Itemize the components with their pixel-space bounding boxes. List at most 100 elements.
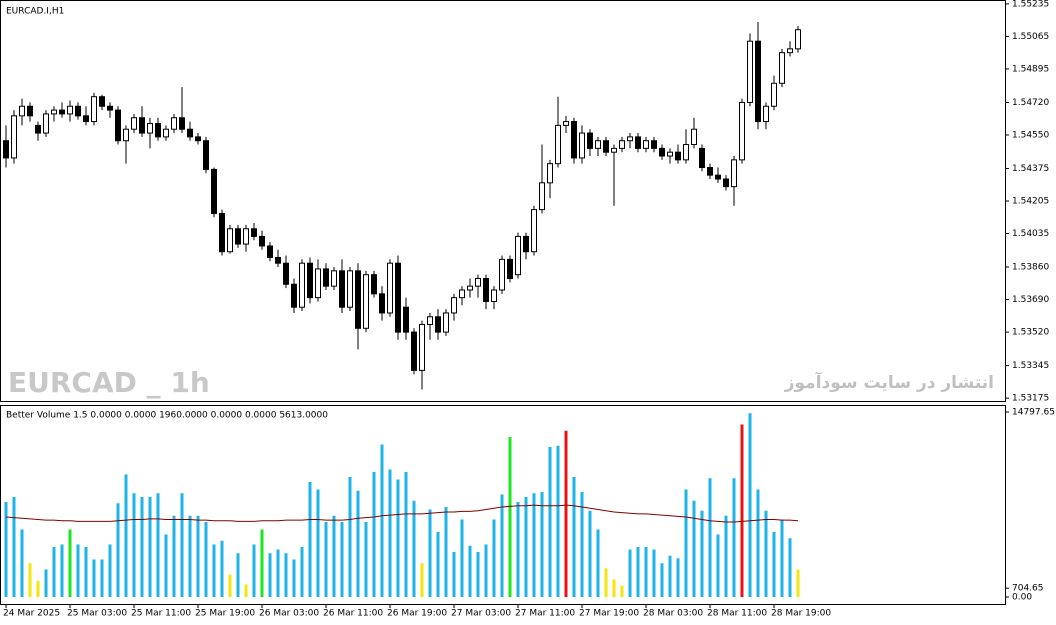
candle-body <box>675 151 681 161</box>
x-tick-label: 26 Mar 03:00 <box>259 609 319 619</box>
x-tick-label: 27 Mar 11:00 <box>515 609 575 619</box>
candle-body <box>59 109 65 115</box>
volume-bar <box>636 546 640 597</box>
volume-bar <box>676 558 680 597</box>
candle-body <box>555 124 561 165</box>
volume-bar <box>148 496 152 597</box>
volume-bar <box>436 531 440 597</box>
candle-body <box>115 109 121 142</box>
volume-bar <box>620 585 624 597</box>
candle-body <box>27 105 33 117</box>
volume-bar <box>660 563 664 597</box>
volume-bar <box>572 476 576 597</box>
x-tick-label: 27 Mar 03:00 <box>451 609 511 619</box>
x-tick-label: 26 Mar 19:00 <box>387 609 447 619</box>
y-tick-label: 1.53690 <box>1012 295 1049 305</box>
candle-body <box>771 82 777 107</box>
y-tick-label: 1.53860 <box>1012 263 1049 273</box>
volume-bar <box>396 479 400 597</box>
volume-bar <box>764 510 768 597</box>
volume-bar <box>668 555 672 597</box>
candle-body <box>347 270 353 308</box>
x-tick-label: 28 Mar 11:00 <box>707 609 767 619</box>
volume-bar <box>324 521 328 597</box>
candle-body <box>251 228 257 237</box>
candle-body <box>19 105 25 117</box>
y-tick-label: 1.55065 <box>1012 32 1049 42</box>
candle-body <box>155 122 161 138</box>
candle-body <box>43 113 49 134</box>
volume-bar <box>484 544 488 597</box>
candle-body <box>163 128 169 138</box>
volume-bar <box>428 509 432 597</box>
y-tick-label: 1.54375 <box>1012 164 1049 174</box>
x-tick-label: 25 Mar 19:00 <box>195 609 255 619</box>
volume-bar <box>132 493 136 597</box>
volume-bar <box>156 493 160 597</box>
candle-body <box>315 268 321 299</box>
volume-bar <box>372 471 376 597</box>
volume-bar <box>28 563 32 597</box>
x-tick-label: 25 Mar 03:00 <box>67 609 127 619</box>
volume-bar <box>540 491 544 597</box>
volume-bar <box>348 476 352 597</box>
volume-bar <box>476 551 480 597</box>
volume-bar <box>748 413 752 597</box>
y-tick-label: 1.55235 <box>1012 0 1049 9</box>
volume-bar <box>68 529 72 597</box>
volume-bar <box>444 506 448 597</box>
volume-bar <box>36 580 40 597</box>
volume-bar <box>380 444 384 597</box>
volume-bar <box>532 493 536 597</box>
volume-bar <box>684 489 688 597</box>
volume-bar <box>164 534 168 597</box>
y-tick-label: 1.54035 <box>1012 229 1049 239</box>
candle-body <box>787 48 793 54</box>
indicator-title: Better Volume 1.5 0.0000 0.0000 1960.000… <box>6 411 328 421</box>
x-tick-label: 24 Mar 2025 <box>3 609 60 619</box>
y-tick-label: 1.54205 <box>1012 197 1049 207</box>
x-tick-label: 25 Mar 11:00 <box>131 609 191 619</box>
volume-bar <box>740 424 744 597</box>
candle-body <box>523 235 529 253</box>
candle-body <box>723 178 729 188</box>
candle-body <box>635 136 641 149</box>
volume-bar <box>388 469 392 597</box>
candle-body <box>379 293 385 314</box>
candle-body <box>139 117 145 134</box>
candle-body <box>387 262 393 314</box>
candle-body <box>267 245 273 258</box>
volume-bar <box>332 515 336 597</box>
candle-body <box>691 128 697 146</box>
watermark: EURCAD _ 1h <box>8 366 210 399</box>
candle-body <box>499 258 505 291</box>
candle-body <box>467 285 473 291</box>
volume-bar <box>292 559 296 597</box>
volume-bar <box>548 446 552 597</box>
x-tick-label: 28 Mar 03:00 <box>643 609 703 619</box>
volume-bar <box>60 544 64 597</box>
volume-bar <box>492 519 496 597</box>
y-tick-label: 704.65 <box>1012 584 1044 594</box>
volume-bar <box>212 544 216 597</box>
volume-bar <box>100 559 104 597</box>
candle-body <box>211 168 217 214</box>
volume-bar <box>268 553 272 597</box>
volume-bar <box>220 540 224 597</box>
candle-body <box>75 105 81 117</box>
x-tick-label: 27 Mar 19:00 <box>579 609 639 619</box>
volume-bar <box>52 546 56 597</box>
candle-body <box>339 270 345 308</box>
candle-body <box>515 235 521 276</box>
volume-bar <box>140 496 144 597</box>
candle-body <box>779 52 785 84</box>
candle-body <box>739 101 745 161</box>
candle-body <box>699 147 705 169</box>
candle-body <box>99 96 105 107</box>
volume-bar <box>516 501 520 597</box>
candle-body <box>483 278 489 302</box>
volume-bar <box>716 534 720 597</box>
candle-body <box>195 136 201 142</box>
volume-bar <box>732 478 736 597</box>
volume-bar <box>44 569 48 597</box>
